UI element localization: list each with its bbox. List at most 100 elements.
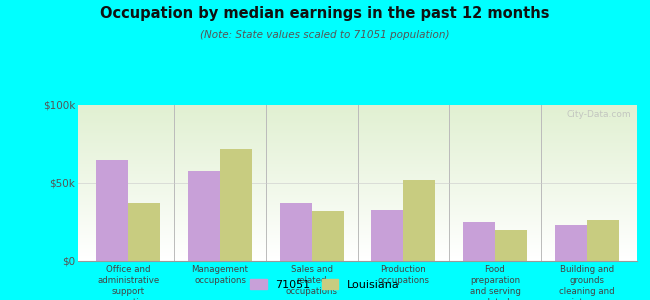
Bar xyxy=(78,218,637,219)
Bar xyxy=(78,220,637,221)
Bar xyxy=(78,160,637,161)
Bar xyxy=(78,215,637,216)
Bar xyxy=(78,227,637,228)
Bar xyxy=(78,105,637,106)
Bar xyxy=(78,221,637,222)
Bar xyxy=(78,225,637,226)
Bar xyxy=(78,243,637,244)
Bar xyxy=(78,252,637,253)
Bar xyxy=(78,123,637,124)
Bar xyxy=(78,193,637,194)
Bar xyxy=(78,251,637,252)
Bar xyxy=(78,182,637,183)
Bar xyxy=(78,150,637,151)
Bar xyxy=(78,167,637,168)
Bar xyxy=(78,207,637,208)
Bar xyxy=(78,257,637,258)
Bar xyxy=(78,190,637,191)
Bar xyxy=(220,149,252,261)
Bar xyxy=(78,151,637,152)
Bar xyxy=(129,203,161,261)
Bar xyxy=(312,211,344,261)
Bar xyxy=(78,141,637,142)
Bar xyxy=(78,204,637,205)
Bar xyxy=(78,238,637,239)
Bar xyxy=(371,209,403,261)
Bar xyxy=(586,220,619,261)
Bar xyxy=(78,133,637,134)
Bar xyxy=(78,246,637,247)
Bar xyxy=(78,157,637,158)
Bar xyxy=(78,260,637,261)
Bar xyxy=(78,117,637,118)
Bar xyxy=(78,233,637,234)
Bar xyxy=(78,176,637,177)
Bar xyxy=(78,179,637,180)
Bar xyxy=(78,248,637,249)
Bar xyxy=(78,178,637,179)
Bar xyxy=(78,177,637,178)
Bar xyxy=(78,140,637,141)
Bar xyxy=(280,203,312,261)
Bar xyxy=(78,217,637,218)
Bar xyxy=(78,258,637,259)
Bar xyxy=(78,214,637,215)
Bar xyxy=(78,119,637,120)
Bar xyxy=(78,152,637,153)
Bar xyxy=(78,154,637,155)
Bar xyxy=(78,136,637,137)
Bar xyxy=(78,255,637,256)
Bar xyxy=(78,158,637,159)
Bar xyxy=(78,129,637,130)
Bar xyxy=(78,137,637,138)
Bar xyxy=(78,162,637,163)
Bar xyxy=(78,139,637,140)
Bar xyxy=(78,259,637,260)
Bar xyxy=(78,120,637,121)
Bar xyxy=(78,249,637,250)
Bar xyxy=(78,106,637,107)
Bar xyxy=(78,107,637,108)
Bar xyxy=(78,148,637,149)
Bar xyxy=(78,114,637,115)
Bar xyxy=(78,175,637,176)
Bar xyxy=(78,161,637,162)
Bar xyxy=(78,216,637,217)
Bar xyxy=(78,244,637,245)
Bar xyxy=(78,208,637,209)
Bar xyxy=(78,180,637,181)
Bar xyxy=(78,209,637,210)
Bar xyxy=(78,163,637,164)
Bar xyxy=(78,202,637,203)
Bar xyxy=(78,219,637,220)
Bar xyxy=(78,186,637,187)
Bar xyxy=(78,153,637,154)
Bar xyxy=(78,113,637,114)
Bar xyxy=(78,210,637,211)
Bar xyxy=(78,160,637,161)
Bar xyxy=(78,254,637,255)
Bar xyxy=(78,125,637,126)
Bar xyxy=(403,180,436,261)
Bar xyxy=(554,225,586,261)
Bar xyxy=(78,181,637,182)
Bar xyxy=(78,188,637,189)
Bar xyxy=(78,242,637,243)
Bar xyxy=(78,226,637,227)
Bar xyxy=(78,256,637,257)
Bar xyxy=(78,183,637,184)
Bar xyxy=(78,159,637,160)
Bar xyxy=(78,109,637,110)
Bar xyxy=(78,118,637,119)
Bar xyxy=(78,245,637,246)
Bar xyxy=(78,155,637,156)
Bar xyxy=(78,238,637,239)
Bar xyxy=(78,135,637,136)
Text: (Note: State values scaled to 71051 population): (Note: State values scaled to 71051 popu… xyxy=(200,30,450,40)
Bar xyxy=(78,198,637,199)
Bar xyxy=(78,234,637,235)
Bar xyxy=(78,205,637,206)
Bar xyxy=(78,222,637,223)
Bar xyxy=(78,228,637,229)
Bar xyxy=(78,239,637,240)
